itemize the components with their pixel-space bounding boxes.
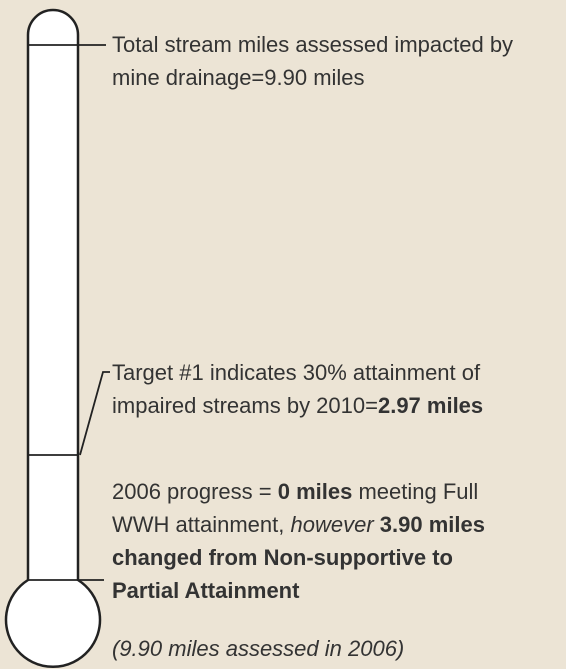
text-line: Target #1 indicates 30% attainment of <box>112 356 483 389</box>
text-segment: Partial Attainment <box>112 578 300 603</box>
target-connector <box>79 371 110 456</box>
text-line: WWH attainment, however 3.90 miles <box>112 508 485 541</box>
text-line: 2006 progress = 0 miles meeting Full <box>112 475 485 508</box>
text-segment: Target #1 indicates 30% attainment of <box>112 360 481 385</box>
text-segment: 3.90 miles <box>379 512 485 537</box>
target-annotation: Target #1 indicates 30% attainment of imp… <box>112 356 483 422</box>
text-segment: however <box>290 512 374 537</box>
text-segment: 2006 progress = <box>112 479 278 504</box>
text-segment: 2.97 miles <box>377 393 484 418</box>
text-line: mine drainage=9.90 miles <box>112 65 365 90</box>
text-line: Partial Attainment <box>112 574 485 607</box>
text-segment: 0 miles <box>277 479 353 504</box>
text-segment: meeting Full <box>352 479 479 504</box>
text-line: Total stream miles assessed impacted by <box>112 32 514 57</box>
thermometer <box>4 8 102 668</box>
total-annotation: Total stream miles assessed impacted by m… <box>112 28 513 94</box>
progress-annotation: 2006 progress = 0 miles meeting Full WWH … <box>112 475 485 607</box>
text-segment: WWH attainment, <box>112 512 291 537</box>
text-segment: impaired streams by 2010= <box>112 393 378 418</box>
text-line: changed from Non-supportive to <box>112 541 485 574</box>
note: (9.90 miles assessed in 2006) <box>112 636 405 661</box>
text-line: impaired streams by 2010=2.97 miles <box>112 389 483 422</box>
text-segment: changed from Non-supportive to <box>112 545 453 570</box>
